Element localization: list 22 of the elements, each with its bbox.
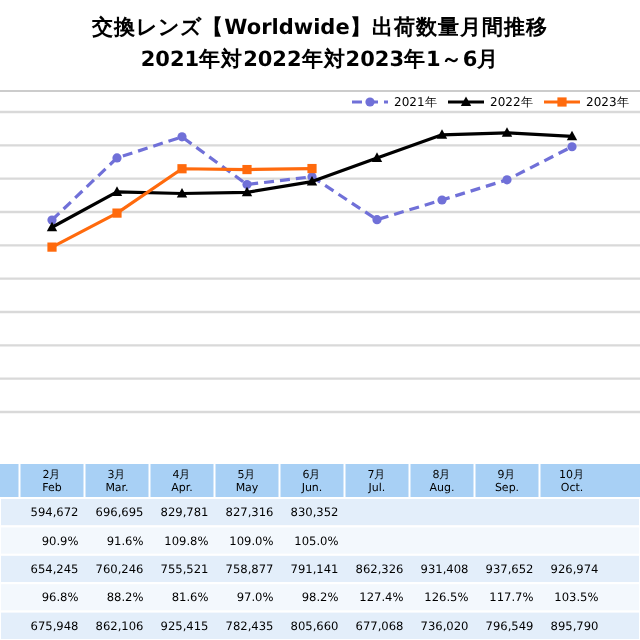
point — [307, 163, 317, 174]
point — [567, 142, 577, 152]
point — [501, 127, 513, 137]
point — [112, 208, 122, 218]
chart-subtitle: 2021年対2022年対2023年1～6月 — [140, 46, 500, 72]
point — [46, 221, 58, 232]
point — [47, 242, 57, 252]
point — [436, 129, 448, 139]
point — [242, 164, 252, 175]
point — [177, 164, 187, 174]
point — [372, 215, 382, 225]
point — [112, 153, 122, 163]
point — [371, 152, 383, 162]
point — [176, 187, 188, 198]
point — [437, 195, 447, 205]
point — [242, 179, 252, 190]
point — [47, 215, 57, 225]
point — [241, 186, 253, 197]
chart-title: 交換レンズ【Worldwide】出荷数量月間推移 — [90, 14, 548, 40]
point — [502, 175, 512, 185]
point — [566, 130, 578, 141]
point — [177, 132, 187, 142]
